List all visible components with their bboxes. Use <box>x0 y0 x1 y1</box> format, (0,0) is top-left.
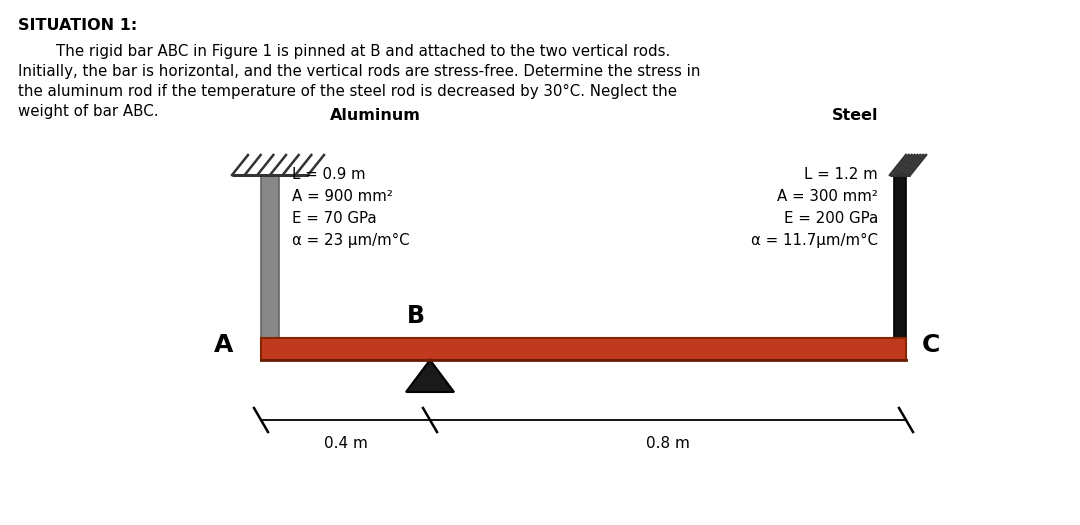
Bar <box>894 175 906 338</box>
Text: α = 11.7μm/m°C: α = 11.7μm/m°C <box>751 233 878 248</box>
Text: C: C <box>922 333 941 357</box>
Text: 0.8 m: 0.8 m <box>646 436 690 451</box>
Polygon shape <box>406 360 454 392</box>
Text: 0.4 m: 0.4 m <box>324 436 367 451</box>
Text: E = 200 GPa: E = 200 GPa <box>784 211 878 226</box>
Text: Initially, the bar is horizontal, and the vertical rods are stress-free. Determi: Initially, the bar is horizontal, and th… <box>18 64 701 79</box>
Text: weight of bar ABC.: weight of bar ABC. <box>18 104 159 119</box>
Text: L = 1.2 m: L = 1.2 m <box>805 167 878 182</box>
Text: SITUATION 1:: SITUATION 1: <box>18 18 137 33</box>
Bar <box>261 338 906 360</box>
Text: Aluminum: Aluminum <box>330 108 421 123</box>
Text: A = 900 mm²: A = 900 mm² <box>292 189 393 204</box>
Text: A = 300 mm²: A = 300 mm² <box>778 189 878 204</box>
Text: L = 0.9 m: L = 0.9 m <box>292 167 366 182</box>
Bar <box>261 175 279 338</box>
Text: Steel: Steel <box>832 108 878 123</box>
Text: the aluminum rod if the temperature of the steel rod is decreased by 30°C. Negle: the aluminum rod if the temperature of t… <box>18 84 677 99</box>
Text: α = 23 μm/m°C: α = 23 μm/m°C <box>292 233 409 248</box>
Text: A: A <box>214 333 233 357</box>
Text: E = 70 GPa: E = 70 GPa <box>292 211 377 226</box>
Text: The rigid bar ABC in Figure 1 is pinned at B and attached to the two vertical ro: The rigid bar ABC in Figure 1 is pinned … <box>18 44 671 59</box>
Text: B: B <box>407 304 426 328</box>
